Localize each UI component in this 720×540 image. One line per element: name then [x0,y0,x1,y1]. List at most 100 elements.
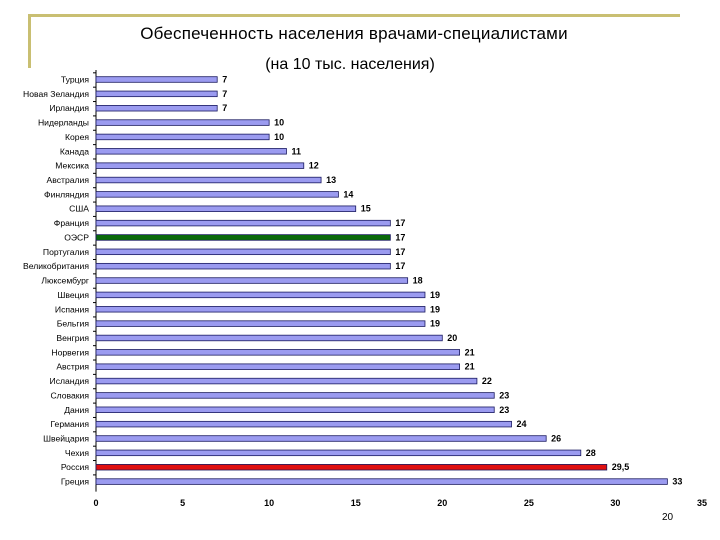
bar [95,334,443,342]
category-label: Корея [65,132,89,142]
value-label: 15 [361,204,371,214]
category-label: Португалия [43,247,89,257]
page-number: 20 [662,512,674,523]
x-tick-label: 5 [180,498,185,508]
x-tick-label: 30 [610,498,620,508]
category-label: Нидерланды [38,118,89,128]
value-label: 10 [274,118,284,128]
value-label: 24 [517,419,527,429]
x-tick-label: 25 [524,498,534,508]
category-label: Турция [61,75,89,85]
value-label: 23 [499,405,509,415]
bar [95,406,495,413]
bar [95,105,218,112]
bar [95,248,391,256]
category-label: Норвегия [51,347,89,357]
value-label: 23 [499,390,509,400]
bar [95,262,391,270]
category-label: Словакия [50,390,89,400]
value-label: 19 [430,304,440,314]
value-label: 11 [291,146,301,156]
category-label: Испания [55,304,89,314]
chart-title: Обеспеченность населения врачами-специал… [140,24,568,43]
labels-layer: 0 5 10 15 20 25 30 35 Турция 7 Новая Зеландия 7 Ирла… [23,75,707,509]
category-label: ОЭСР [64,232,89,242]
bar [95,90,218,98]
value-label: 19 [430,290,440,300]
category-label: Франция [54,218,90,228]
value-label: 17 [395,232,405,242]
bar [95,277,409,284]
value-label: 33 [672,477,682,487]
category-label: Финляндия [44,189,89,199]
bar [95,363,461,370]
bar [95,191,339,198]
x-tick-label: 15 [351,498,361,508]
value-label: 7 [222,103,227,113]
chart-subtitle: (на 10 тыс. населения) [265,56,435,73]
value-label: 17 [395,261,405,271]
category-label: Дания [64,405,89,415]
bar [95,234,391,241]
bar [95,176,322,184]
category-label: Швейцария [43,434,89,444]
category-label: Исландия [50,376,90,386]
bar [95,420,512,428]
category-label: Россия [61,462,90,472]
bar [95,478,668,485]
category-label: Новая Зеландия [23,89,89,99]
value-label: 28 [586,448,596,458]
category-label: Чехия [65,448,89,458]
value-label: 22 [482,376,492,386]
decorative-horizontal-line [28,14,680,17]
category-label: Германия [50,419,89,429]
value-label: 14 [343,189,353,199]
bar [95,219,391,227]
bar [95,349,461,356]
value-label: 19 [430,319,440,329]
x-tick-label: 10 [264,498,274,508]
x-tick-label: 20 [437,498,447,508]
category-label: Австрия [56,362,89,372]
value-label: 21 [465,362,475,372]
category-label: Великобритания [23,261,89,271]
category-label: Люксембург [41,276,89,286]
value-label: 18 [413,276,423,286]
value-label: 26 [551,434,561,444]
category-label: Швеция [57,290,89,300]
value-label: 7 [222,89,227,99]
value-label: 12 [309,161,319,171]
category-label: США [69,204,89,214]
decorative-vertical-line [28,14,31,68]
value-label: 17 [395,247,405,257]
bar [95,464,608,471]
bar [95,133,270,141]
category-label: Греция [61,477,89,487]
category-label: Австралия [47,175,90,185]
value-label: 20 [447,333,457,343]
bar [95,205,357,212]
bar [95,306,426,313]
bars-layer [95,76,668,485]
x-tick-label: 0 [93,498,98,508]
category-label: Бельгия [57,319,90,329]
value-label: 17 [395,218,405,228]
value-label: 29,5 [612,462,630,472]
bar [95,392,495,399]
category-label: Канада [60,146,89,156]
bar [95,162,305,169]
bar [95,148,287,155]
category-label: Мексика [55,161,89,171]
category-label: Венгрия [56,333,89,343]
bar [95,377,478,385]
bar [95,76,218,83]
value-label: 13 [326,175,336,185]
axis-layer [93,70,97,492]
bar [95,119,270,126]
bar [95,291,426,299]
value-label: 7 [222,75,227,85]
bar [95,449,582,457]
x-tick-label: 35 [697,498,707,508]
value-label: 10 [274,132,284,142]
